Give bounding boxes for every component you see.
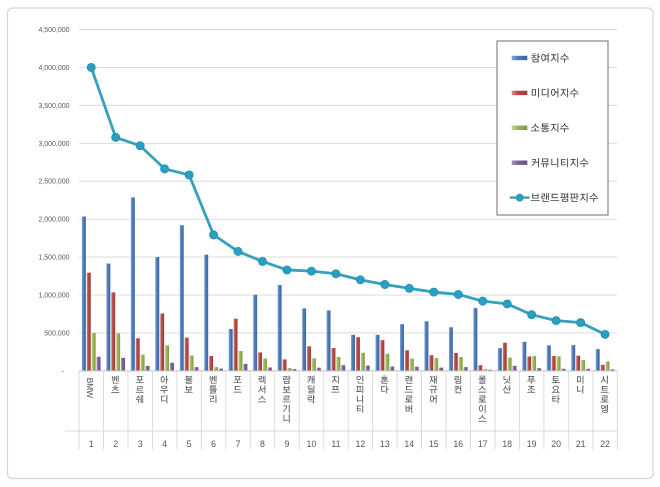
- svg-text:3: 3: [138, 439, 143, 449]
- svg-text:5: 5: [187, 439, 192, 449]
- svg-text:-: -: [62, 366, 65, 375]
- svg-text:4,000,000: 4,000,000: [38, 65, 69, 72]
- svg-text:20: 20: [551, 439, 561, 449]
- svg-text:18: 18: [502, 439, 512, 449]
- svg-text:6: 6: [211, 439, 216, 449]
- svg-text:1: 1: [89, 439, 94, 449]
- svg-text:19: 19: [527, 439, 537, 449]
- svg-text:16: 16: [453, 439, 463, 449]
- svg-text:1,500,000: 1,500,000: [38, 255, 69, 262]
- svg-text:2,500,000: 2,500,000: [38, 179, 69, 186]
- svg-text:4: 4: [162, 439, 167, 449]
- svg-text:15: 15: [429, 439, 439, 449]
- svg-text:11: 11: [331, 439, 340, 449]
- svg-text:2,000,000: 2,000,000: [38, 217, 69, 224]
- svg-text:BMW: BMW: [85, 378, 95, 398]
- svg-text:1,000,000: 1,000,000: [38, 293, 69, 300]
- svg-text:7: 7: [236, 439, 241, 449]
- svg-text:4,500,000: 4,500,000: [38, 27, 69, 34]
- svg-text:17: 17: [478, 439, 488, 449]
- svg-text:9: 9: [285, 439, 290, 449]
- svg-text:12: 12: [355, 439, 365, 449]
- svg-text:10: 10: [307, 439, 317, 449]
- svg-text:3,000,000: 3,000,000: [38, 141, 69, 148]
- svg-text:21: 21: [576, 439, 586, 449]
- svg-text:22: 22: [600, 439, 610, 449]
- svg-text:13: 13: [380, 439, 390, 449]
- svg-text:500,000: 500,000: [44, 330, 69, 337]
- svg-text:14: 14: [404, 439, 414, 449]
- svg-text:8: 8: [260, 439, 265, 449]
- svg-text:3,500,000: 3,500,000: [38, 103, 69, 110]
- svg-text:2: 2: [113, 439, 118, 449]
